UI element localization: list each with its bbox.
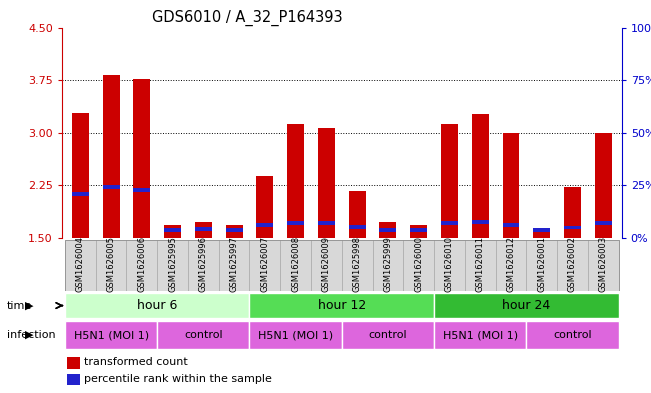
Bar (349, 191, 366, 238)
Bar (188, 240, 219, 291)
Bar (65, 321, 157, 349)
Text: control: control (553, 330, 592, 340)
Text: GSM1626006: GSM1626006 (137, 236, 146, 292)
Bar (380, 222, 396, 238)
Text: time: time (7, 301, 32, 310)
Bar (256, 176, 273, 238)
Bar (65, 240, 96, 291)
Text: GSM1625999: GSM1625999 (383, 236, 393, 292)
Text: hour 12: hour 12 (318, 299, 366, 312)
Bar (527, 240, 557, 291)
Bar (219, 240, 249, 291)
Text: H5N1 (MOI 1): H5N1 (MOI 1) (74, 330, 148, 340)
Bar (96, 240, 126, 291)
Bar (533, 229, 550, 238)
Bar (564, 187, 581, 238)
Bar (533, 228, 550, 232)
Bar (410, 225, 427, 238)
Bar (588, 240, 618, 291)
Bar (103, 185, 120, 189)
Bar (372, 240, 404, 291)
Bar (195, 227, 212, 231)
Bar (441, 124, 458, 238)
Bar (318, 128, 335, 238)
Bar (472, 114, 489, 238)
Bar (126, 240, 157, 291)
Text: GSM1626008: GSM1626008 (291, 236, 300, 292)
Text: GSM1626002: GSM1626002 (568, 236, 577, 292)
Bar (434, 240, 465, 291)
Text: ▶: ▶ (25, 330, 34, 340)
Bar (342, 240, 372, 291)
Bar (103, 75, 120, 238)
Text: GSM1626003: GSM1626003 (599, 236, 608, 292)
Text: transformed count: transformed count (84, 357, 188, 367)
Bar (527, 321, 618, 349)
Bar (226, 225, 243, 238)
Bar (495, 240, 527, 291)
Bar (65, 293, 249, 318)
Text: control: control (184, 330, 223, 340)
Text: GSM1626000: GSM1626000 (414, 236, 423, 292)
Bar (564, 226, 581, 230)
Bar (133, 79, 150, 238)
Bar (256, 223, 273, 227)
Bar (595, 221, 612, 225)
Bar (557, 240, 588, 291)
Bar (164, 225, 181, 238)
Bar (595, 133, 612, 238)
Bar (68, 374, 80, 385)
Text: ▶: ▶ (25, 301, 34, 310)
Bar (249, 240, 280, 291)
Bar (434, 321, 527, 349)
Text: GSM1625996: GSM1625996 (199, 236, 208, 292)
Bar (195, 222, 212, 238)
Bar (280, 240, 311, 291)
Text: GSM1626012: GSM1626012 (506, 236, 516, 292)
Bar (472, 220, 489, 224)
Bar (441, 221, 458, 225)
Bar (287, 123, 304, 238)
Text: GSM1625998: GSM1625998 (353, 236, 362, 292)
Bar (157, 240, 188, 291)
Text: percentile rank within the sample: percentile rank within the sample (84, 374, 272, 384)
Text: GSM1625995: GSM1625995 (168, 236, 177, 292)
Bar (72, 113, 89, 238)
Text: GSM1625997: GSM1625997 (230, 236, 239, 292)
Text: GSM1626007: GSM1626007 (260, 236, 270, 292)
Bar (318, 221, 335, 225)
Bar (164, 228, 181, 232)
Text: GSM1626010: GSM1626010 (445, 236, 454, 292)
Bar (342, 321, 434, 349)
Bar (249, 293, 434, 318)
Bar (410, 228, 427, 232)
Text: H5N1 (MOI 1): H5N1 (MOI 1) (258, 330, 333, 340)
Bar (404, 240, 434, 291)
Text: GSM1626005: GSM1626005 (107, 236, 116, 292)
Bar (503, 133, 519, 238)
Bar (434, 293, 618, 318)
Bar (133, 188, 150, 192)
Text: GSM1626001: GSM1626001 (537, 236, 546, 292)
Text: hour 24: hour 24 (502, 299, 551, 312)
Bar (226, 228, 243, 232)
Bar (72, 192, 89, 196)
Bar (311, 240, 342, 291)
Text: hour 6: hour 6 (137, 299, 177, 312)
Text: H5N1 (MOI 1): H5N1 (MOI 1) (443, 330, 518, 340)
Bar (380, 228, 396, 232)
Bar (503, 223, 519, 227)
Text: control: control (368, 330, 408, 340)
Text: GSM1626004: GSM1626004 (76, 236, 85, 292)
Text: GDS6010 / A_32_P164393: GDS6010 / A_32_P164393 (152, 10, 342, 26)
Bar (465, 240, 495, 291)
Bar (157, 321, 249, 349)
Text: infection: infection (7, 330, 55, 340)
Bar (68, 357, 80, 369)
Bar (349, 225, 366, 229)
Text: GSM1626009: GSM1626009 (322, 236, 331, 292)
Bar (249, 321, 342, 349)
Bar (287, 221, 304, 225)
Text: GSM1626011: GSM1626011 (476, 236, 485, 292)
